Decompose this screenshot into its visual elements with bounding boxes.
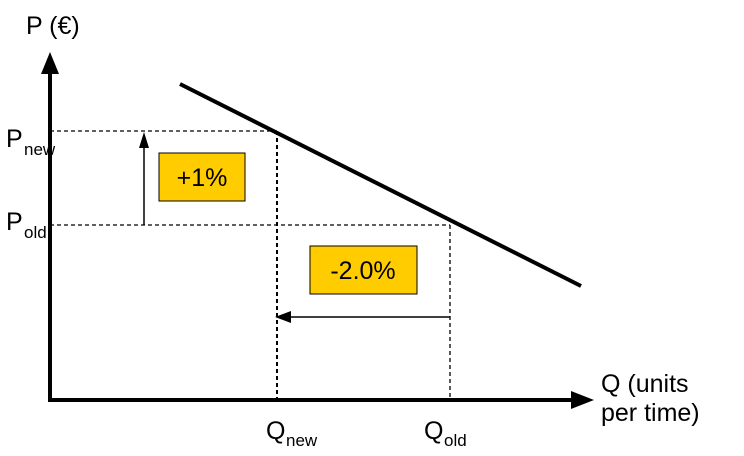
- reference-lines: [50, 130, 451, 400]
- p-new-label-base: P: [6, 125, 23, 153]
- y-axis-arrow-icon: [41, 52, 59, 74]
- left-arrow-icon: [275, 311, 291, 323]
- p-new-label-sub: new: [24, 140, 56, 159]
- q-old-label: Q old: [424, 417, 467, 450]
- q-new-label-sub: new: [286, 431, 318, 450]
- quantity-change-label: -2.0%: [330, 257, 395, 285]
- price-change-box: +1%: [158, 152, 246, 202]
- x-axis-label-line1: Q (units: [601, 370, 689, 398]
- p-old-label-sub: old: [24, 223, 47, 242]
- quantity-change-arrow: [275, 311, 450, 323]
- p-new-label: P new: [6, 125, 56, 159]
- y-axis-label: P (€): [26, 12, 80, 40]
- p-old-label-base: P: [6, 208, 23, 236]
- y-axis: [41, 52, 59, 400]
- p-old-label: P old: [6, 208, 47, 242]
- x-axis: [48, 391, 594, 409]
- q-old-label-base: Q: [424, 417, 443, 445]
- q-old-label-sub: old: [444, 431, 467, 450]
- up-arrow-icon: [139, 132, 149, 148]
- quantity-change-box: -2.0%: [309, 245, 418, 295]
- x-axis-arrow-icon: [571, 391, 594, 409]
- price-change-label: +1%: [177, 164, 228, 192]
- x-axis-label-line2: per time): [601, 399, 700, 427]
- q-new-label: Q new: [266, 417, 318, 450]
- price-change-arrow: [139, 132, 149, 225]
- q-new-label-base: Q: [266, 417, 285, 445]
- demand-curve: [179, 82, 582, 288]
